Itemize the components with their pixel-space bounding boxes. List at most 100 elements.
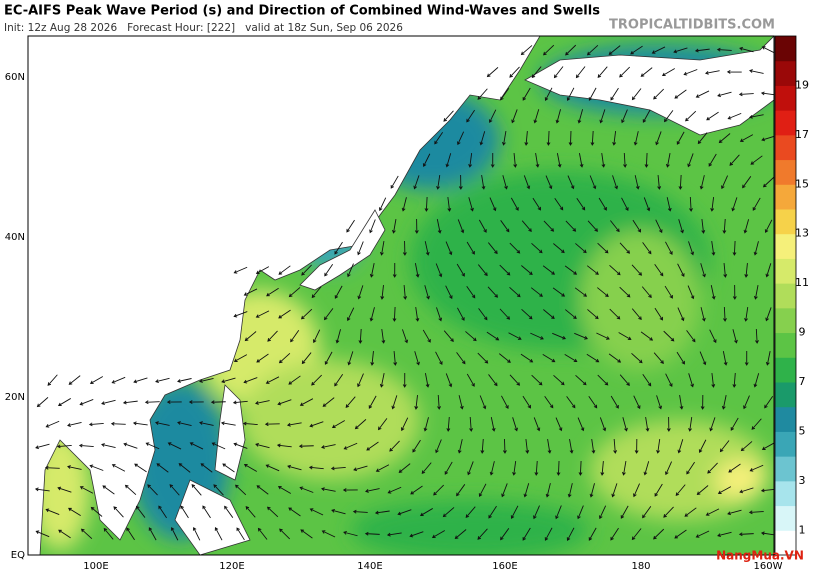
arrow [331,508,346,515]
arrow [618,332,632,340]
arrow [732,240,737,256]
arrow [414,351,420,366]
arrow [401,197,407,212]
arrow [402,240,407,256]
arrow [501,395,509,409]
colorbar-swatch [775,332,796,358]
arrow [436,219,442,234]
arrow [133,377,148,384]
arrow [466,109,475,123]
arrow [298,444,314,449]
arrow [67,465,82,470]
arrow [655,219,663,234]
colorbar-swatch [775,85,796,111]
arrow [610,527,619,541]
arrow [156,463,169,473]
arrow [533,505,540,520]
arrow [657,174,662,190]
colorbar-swatch [775,110,796,136]
arrow [236,527,245,541]
arrow [574,287,588,297]
arrow [654,483,663,497]
arrow [347,263,354,278]
arrow [552,332,567,340]
arrow [424,373,430,388]
arrow [113,506,124,518]
arrow [255,266,270,274]
arrow [675,484,686,497]
arrow [717,91,732,98]
arrow [335,329,341,344]
arrow [609,308,621,320]
arrow [56,444,72,449]
arrow [243,377,258,384]
arrow [445,285,453,300]
arrow [521,265,533,276]
arrow [266,506,279,518]
arrow [368,395,377,409]
arrow [732,329,738,344]
arrow [510,505,519,519]
arrow [320,487,336,492]
arrow [717,531,732,538]
arrow [433,484,445,496]
arrow [489,197,497,212]
arrow [761,442,774,450]
colorbar-swatch [775,505,796,531]
arrow [155,421,170,426]
arrow [354,419,367,430]
arrow [666,197,672,212]
arrow [379,373,385,388]
arrow [301,264,312,276]
arrow [722,351,728,366]
arrow [748,114,764,119]
arrow [619,66,631,78]
arrow [477,264,488,277]
colorbar-swatch [775,134,796,161]
lat-labels: 60N 40N 20N EQ [5,72,25,561]
arrow [444,461,453,475]
arrow [199,377,214,383]
colorbar-swatch [775,530,796,556]
arrow [525,438,530,454]
arrow [487,242,498,255]
arrow [533,109,540,124]
arrow [422,329,431,343]
arrow [575,374,587,386]
direction-arrows [34,44,774,541]
arrow [431,530,446,539]
arrow [597,66,608,78]
colorbar-swatch [775,307,796,334]
lon-label: 160W [754,561,783,572]
arrow [414,218,419,234]
arrow [665,461,673,476]
arrow [610,87,619,101]
arrow [124,484,137,496]
arrow [743,219,750,234]
arrow [421,462,432,475]
arrow [631,264,643,276]
arrow [653,88,665,100]
arrow [386,532,402,537]
arrow [233,354,248,362]
arrow [611,483,618,498]
arrow [521,220,532,232]
arrow [764,395,774,409]
arrow [676,351,685,365]
arrow [739,487,754,494]
arrow [242,421,258,426]
arrow [543,44,555,56]
arrow [210,400,226,405]
site-name: TROPICALTIDBITS.COM [609,18,775,33]
arrow [366,441,379,451]
arrow [566,87,575,102]
arrow [233,266,248,274]
colorbar-label: 9 [799,326,806,339]
title: EC-AIFS Peak Wave Period (s) and Directi… [4,4,600,19]
arrow [577,417,585,432]
arrow [393,350,398,366]
arrow [633,131,639,146]
watermark: NangMua.VN [716,549,804,563]
arrow [531,243,543,254]
arrow [370,350,375,366]
